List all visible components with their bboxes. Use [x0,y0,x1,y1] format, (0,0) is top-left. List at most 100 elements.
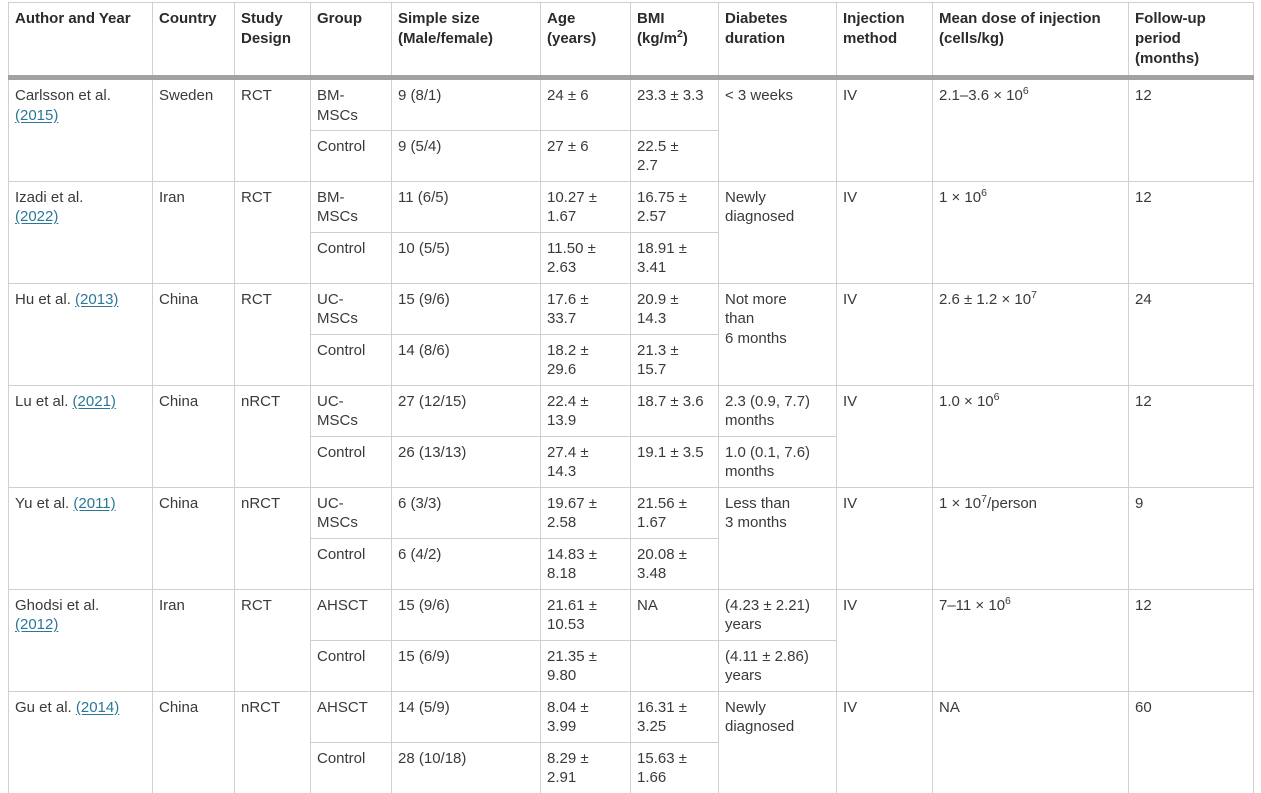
age-value: 21.61 ± 10.53 [547,596,597,634]
design-value: nRCT [241,392,281,410]
age-value: 8.04 ± 3.99 [547,698,589,736]
bmi-value: 23.3 ± 3.3 [637,87,704,104]
table-row: Hu et al. (2013) China RCT UC- MSCs 15 (… [8,282,1254,386]
col-header-injection-label: Injection method [843,10,905,47]
cell-bmi: 15.63 ± 1.66 [630,741,719,793]
author-year-link[interactable]: (2011) [73,494,116,512]
cell-group: Control [310,741,392,793]
col-header-bmi-close: ) [682,29,688,47]
cell-group: Control [310,435,392,488]
table-row: Lu et al. (2021) China nRCT UC- MSCs 27 … [8,384,1254,488]
col-header-group-label: Group [317,10,362,27]
size-value: 26 (13/13) [398,443,467,461]
cell-size: 6 (3/3) [391,486,541,539]
table-row: Ghodsi et al. (2012) Iran RCT AHSCT 15 (9… [8,588,1254,692]
cell-size: 28 (10/18) [391,741,541,793]
cell-bmi: NA [630,588,719,641]
col-header-author: Author and Year [8,2,153,80]
duration-value: (4.23 ± 2.21) years [725,596,810,634]
duration-value: (4.11 ± 2.86) years [725,647,809,685]
duration-value: Newly diagnosed [725,188,795,226]
cell-size: 15 (9/6) [391,282,541,335]
injection-value: IV [843,290,858,308]
cell-group: Control [310,537,392,590]
size-value: 9 (8/1) [398,87,442,104]
size-value: 15 (9/6) [398,596,450,614]
author-name: Ghodsi et al. [15,596,100,614]
author-year-link[interactable]: (2013) [75,290,119,308]
group-value: UC- MSCs [317,290,358,328]
injection-value: IV [843,188,858,206]
bmi-value: 21.56 ± 1.67 [637,494,687,532]
followup-value: 60 [1135,698,1152,716]
cell-author: Carlsson et al. (2015) [8,77,153,182]
table-row: Izadi et al. (2022) Iran RCT BM- MSCs 11 … [8,180,1254,284]
col-header-dose-label: Mean dose of injection (cells/kg) [939,10,1101,47]
design-value: RCT [241,188,272,206]
country-value: China [159,392,199,410]
cell-dose: 2.6 ± 1.2 × 107 [932,282,1129,386]
injection-value: IV [843,87,858,104]
cell-bmi: 20.08 ± 3.48 [630,537,719,590]
cell-design: nRCT [234,486,311,590]
bmi-value: 20.9 ± 14.3 [637,290,679,328]
col-header-followup: Follow-up period (months) [1128,2,1254,80]
followup-value: 12 [1135,188,1152,206]
cell-bmi: 19.1 ± 3.5 [630,435,719,488]
cell-group: AHSCT [310,690,392,743]
cell-bmi [630,639,719,692]
cell-followup: 60 [1128,690,1254,793]
dose-suffix: /person [986,494,1038,512]
cell-group: BM- MSCs [310,180,392,233]
cell-injection: IV [836,77,933,182]
cell-size: 10 (5/5) [391,231,541,284]
author-year-link[interactable]: (2014) [75,698,120,716]
col-header-bmi: BMI (kg/m2) [630,2,719,80]
author-year-link[interactable]: (2015) [15,106,59,124]
age-value: 24 ± 6 [547,87,589,104]
cell-age: 27.4 ± 14.3 [540,435,631,488]
size-value: 9 (5/4) [398,137,442,155]
country-value: China [159,494,199,512]
cell-injection: IV [836,690,933,793]
cell-group: Control [310,231,392,284]
cell-followup: 9 [1128,486,1254,590]
col-header-design: Study Design [234,2,311,80]
bmi-value: 22.5 ± 2.7 [637,137,679,175]
dose-exponent: 7 [981,492,987,505]
age-value: 8.29 ± 2.91 [547,749,589,787]
cell-size: 14 (5/9) [391,690,541,743]
cell-bmi: 20.9 ± 14.3 [630,282,719,335]
country-value: Iran [159,188,185,206]
size-value: 14 (8/6) [398,341,450,359]
age-value: 17.6 ± 33.7 [547,290,589,328]
author-name: Carlsson et al. [15,87,111,104]
injection-value: IV [843,392,858,410]
cell-age: 18.2 ± 29.6 [540,333,631,386]
bmi-value: 20.08 ± 3.48 [637,545,687,583]
bmi-value: 16.31 ± 3.25 [637,698,687,736]
cell-age: 14.83 ± 8.18 [540,537,631,590]
cell-followup: 12 [1128,384,1254,488]
duration-value: Not more than 6 months [725,290,787,348]
cell-country: Iran [152,588,235,692]
cell-country: China [152,384,235,488]
cell-duration: Newly diagnosed [718,180,837,284]
cell-bmi: 18.7 ± 3.6 [630,384,719,437]
cell-size: 14 (8/6) [391,333,541,386]
cell-design: RCT [234,77,311,182]
author-year-link[interactable]: (2022) [15,208,59,226]
group-value: BM- MSCs [317,87,358,124]
bmi-value: 19.1 ± 3.5 [637,443,704,461]
table-row: Control 28 (10/18) 8.29 ± 2.91 15.63 ± 1… [9,741,1254,793]
cell-group: Control [310,333,392,386]
cell-size: 11 (6/5) [391,180,541,233]
author-year-link[interactable]: (2021) [72,392,116,410]
size-value: 27 (12/15) [398,392,467,410]
cell-country: Sweden [152,77,235,182]
cell-design: nRCT [234,384,311,488]
author-year-link[interactable]: (2012) [15,616,59,634]
cell-followup: 12 [1128,180,1254,284]
bmi-value: 18.7 ± 3.6 [637,392,704,410]
cell-age: 8.04 ± 3.99 [540,690,631,743]
